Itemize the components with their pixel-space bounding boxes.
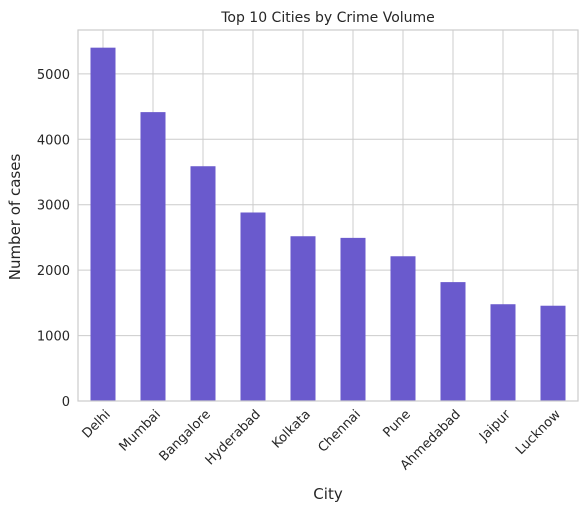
- y-tick-label: 3000: [37, 199, 70, 214]
- y-tick-label: 0: [62, 395, 70, 410]
- y-tick-label: 4000: [37, 133, 70, 148]
- x-tick-label: Delhi: [80, 407, 114, 441]
- y-tick-labels: 0 1000 2000 3000 4000 5000: [37, 68, 70, 410]
- y-tick-label: 1000: [37, 330, 70, 345]
- y-tick-label: 5000: [37, 68, 70, 83]
- bar-hyderabad: [240, 212, 266, 401]
- x-tick-label: Pune: [381, 407, 414, 440]
- x-tick-label: Jaipur: [476, 407, 514, 445]
- bars: [90, 47, 566, 402]
- x-axis-label: City: [313, 485, 343, 503]
- bar-delhi: [90, 47, 116, 402]
- y-axis-label: Number of cases: [6, 154, 24, 281]
- plot-frame: [77, 29, 579, 402]
- bar-ahmedabad: [440, 282, 466, 401]
- x-tick-label: Mumbai: [116, 407, 163, 454]
- y-tick-label: 2000: [37, 264, 70, 279]
- bar-lucknow: [540, 305, 566, 401]
- bar-chennai: [340, 237, 366, 401]
- bar-mumbai: [140, 112, 166, 402]
- chart-title: Top 10 Cities by Crime Volume: [220, 10, 435, 26]
- bar-pune: [390, 256, 416, 401]
- x-tick-label: Chennai: [315, 407, 363, 455]
- bar-bangalore: [190, 166, 216, 401]
- x-tick-label: Kolkata: [269, 407, 313, 451]
- bar-kolkata: [290, 236, 316, 401]
- bar-jaipur: [490, 304, 516, 401]
- x-tick-label: Lucknow: [513, 407, 564, 458]
